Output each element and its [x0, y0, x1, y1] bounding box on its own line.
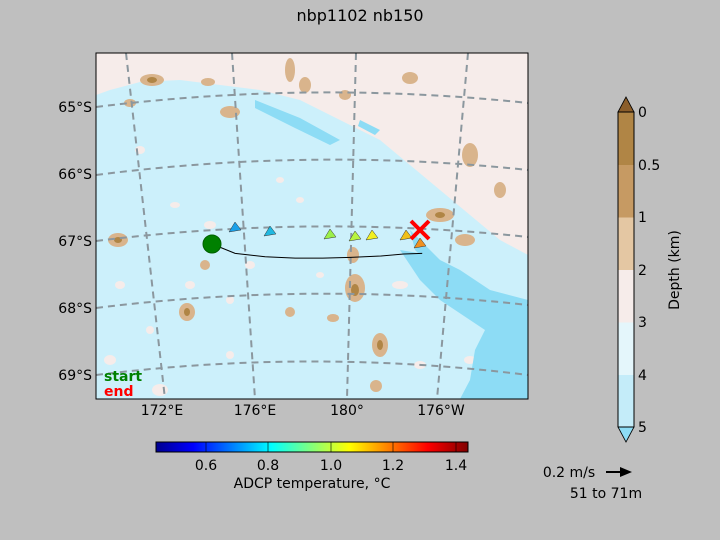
- current-vector: [413, 237, 427, 249]
- temp-tick: 1.2: [382, 458, 404, 474]
- depth-colorbar-label: Depth (km): [667, 230, 683, 310]
- lat-label: 67°S: [58, 234, 92, 250]
- lon-label: 176°E: [234, 403, 277, 419]
- depth-colorbar-band: [618, 112, 634, 165]
- map-panel: [95, 52, 529, 400]
- depth-tick: 0.5: [638, 158, 660, 174]
- depth-colorbar-band: [618, 374, 634, 428]
- depth-tick: 5: [638, 420, 647, 436]
- current-vector: [228, 221, 242, 233]
- depth-colorbar-band: [618, 269, 634, 323]
- lat-label: 69°S: [58, 368, 92, 384]
- current-vector: [323, 228, 337, 240]
- depth-tick: 0: [638, 105, 647, 121]
- chart-title: nbp1102 nb150: [296, 6, 424, 25]
- scale-depth-range: 51 to 71m: [570, 486, 642, 502]
- lat-label: 66°S: [58, 167, 92, 183]
- temp-tick: 0.8: [257, 458, 279, 474]
- depth-tick: 2: [638, 263, 647, 279]
- depth-colorbar-band: [618, 164, 634, 218]
- lon-label: 172°E: [141, 403, 184, 419]
- bathymetry: [96, 53, 528, 399]
- temp-colorbar-label: ADCP temperature, °C: [234, 476, 391, 492]
- current-vector: [263, 225, 277, 237]
- scale-arrow-head: [620, 467, 632, 477]
- legend-start: start: [104, 369, 142, 385]
- depth-tick: 3: [638, 315, 647, 331]
- depth-tick: 4: [638, 368, 647, 384]
- lat-label: 65°S: [58, 100, 92, 116]
- depth-colorbar-band: [618, 217, 634, 270]
- graticule: [96, 53, 528, 399]
- temp-tick: 1.0: [320, 458, 342, 474]
- depth-colorbar: 0 0.5 1 2 3 4 5 Depth (km): [617, 96, 683, 443]
- legend-end: end: [104, 384, 133, 400]
- scale-key: 0.2 m/s 51 to 71m: [543, 465, 642, 502]
- current-vector: [348, 230, 362, 242]
- depth-tick: 1: [638, 210, 647, 226]
- current-vector: [365, 229, 379, 241]
- lon-label: 176°W: [417, 403, 465, 419]
- lon-label: 180°: [330, 403, 364, 419]
- map-frame: [95, 52, 529, 400]
- ship-track: [211, 221, 427, 259]
- start-marker: [202, 234, 222, 254]
- temp-tick: 0.6: [195, 458, 217, 474]
- end-marker: [409, 219, 431, 241]
- temp-tick: 1.4: [445, 458, 467, 474]
- lat-label: 68°S: [58, 301, 92, 317]
- scale-speed: 0.2 m/s: [543, 465, 595, 481]
- track-line: [211, 243, 423, 259]
- depth-colorbar-band: [618, 322, 634, 375]
- current-vector: [399, 229, 413, 241]
- temperature-colorbar: 0.6 0.8 1.0 1.2 1.4 ADCP temperature, °C: [155, 441, 469, 492]
